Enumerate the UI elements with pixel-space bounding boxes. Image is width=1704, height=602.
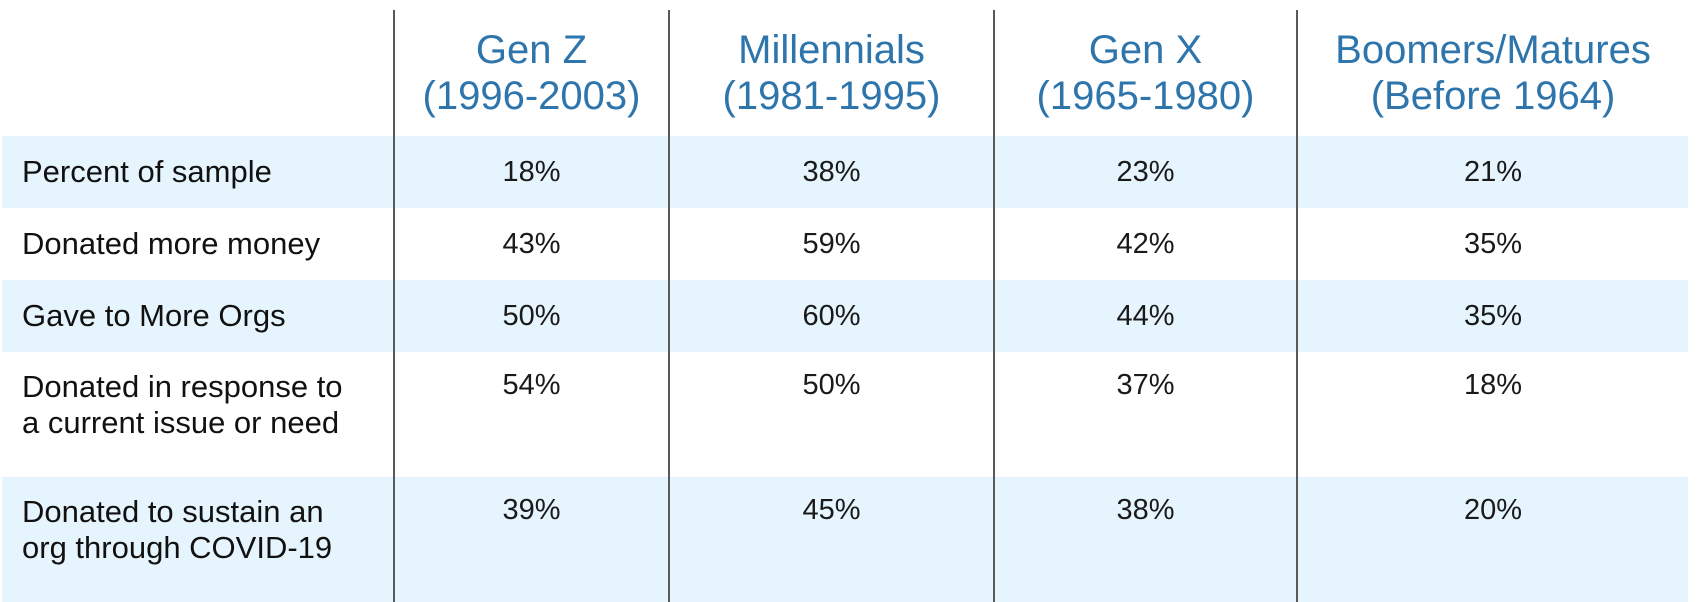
table-row: Donated in response to a current issue or… [2, 352, 1688, 477]
row-label-line: Donated in response to [22, 369, 343, 404]
value-cell-boomers-matures: 20% [1296, 477, 1688, 602]
data-table: Gen Z (1996-2003) Millennials (1981-1995… [2, 10, 1688, 602]
row-label: Percent of sample [2, 136, 394, 208]
value-cell-gen-x: 37% [993, 352, 1297, 477]
row-label-line: Percent of sample [22, 154, 272, 189]
column-range: (Before 1964) [1370, 74, 1616, 118]
value-cell-gen-x: 42% [993, 208, 1297, 280]
row-label-line: Donated more money [22, 226, 321, 261]
row-label: Donated more money [2, 208, 394, 280]
value-cell-gen-z: 54% [393, 352, 669, 477]
value-cell-gen-z: 50% [393, 280, 669, 352]
value-cell-boomers-matures: 35% [1296, 208, 1688, 280]
row-label-line: Gave to More Orgs [22, 298, 286, 333]
column-header-gen-z: Gen Z (1996-2003) [393, 10, 669, 136]
value-cell-millennials: 45% [668, 477, 994, 602]
row-label-line: org through COVID-19 [22, 530, 333, 565]
table-header: Gen Z (1996-2003) Millennials (1981-1995… [2, 10, 1688, 136]
column-name: Millennials [738, 28, 925, 72]
column-range: (1965-1980) [1036, 74, 1255, 118]
value-cell-millennials: 38% [668, 136, 994, 208]
value-cell-gen-x: 44% [993, 280, 1297, 352]
column-name: Boomers/Matures [1335, 28, 1651, 72]
column-range: (1996-2003) [422, 74, 641, 118]
value-cell-boomers-matures: 18% [1296, 352, 1688, 477]
table-body: Percent of sample 18% 38% 23% 21% Donated mor… [2, 136, 1688, 602]
value-cell-gen-x: 38% [993, 477, 1297, 602]
row-label: Donated in response to a current issue or… [2, 352, 394, 477]
value-cell-millennials: 59% [668, 208, 994, 280]
table-row: Donated to sustain an org through COVID-1… [2, 477, 1688, 602]
table-row: Gave to More Orgs 50% 60% 44% 35% [2, 280, 1688, 352]
generation-giving-table: Gen Z (1996-2003) Millennials (1981-1995… [2, 10, 1688, 602]
value-cell-boomers-matures: 35% [1296, 280, 1688, 352]
column-name: Gen X [1088, 28, 1203, 72]
value-cell-millennials: 60% [668, 280, 994, 352]
value-cell-boomers-matures: 21% [1296, 136, 1688, 208]
column-range: (1981-1995) [722, 74, 941, 118]
value-cell-gen-z: 43% [393, 208, 669, 280]
row-label-line: a current issue or need [22, 405, 340, 440]
table-row: Percent of sample 18% 38% 23% 21% [2, 136, 1688, 208]
value-cell-gen-z: 18% [393, 136, 669, 208]
row-label: Gave to More Orgs [2, 280, 394, 352]
column-name: Gen Z [475, 28, 588, 72]
row-label-line: Donated to sustain an [22, 494, 324, 529]
value-cell-gen-z: 39% [393, 477, 669, 602]
column-header-boomers-matures: Boomers/Matures (Before 1964) [1296, 10, 1688, 136]
header-row: Gen Z (1996-2003) Millennials (1981-1995… [2, 10, 1688, 136]
column-header-gen-x: Gen X (1965-1980) [993, 10, 1297, 136]
table-row: Donated more money 43% 59% 42% 35% [2, 208, 1688, 280]
value-cell-gen-x: 23% [993, 136, 1297, 208]
row-label: Donated to sustain an org through COVID-1… [2, 477, 394, 602]
column-header-millennials: Millennials (1981-1995) [668, 10, 994, 136]
corner-cell [2, 10, 394, 136]
value-cell-millennials: 50% [668, 352, 994, 477]
